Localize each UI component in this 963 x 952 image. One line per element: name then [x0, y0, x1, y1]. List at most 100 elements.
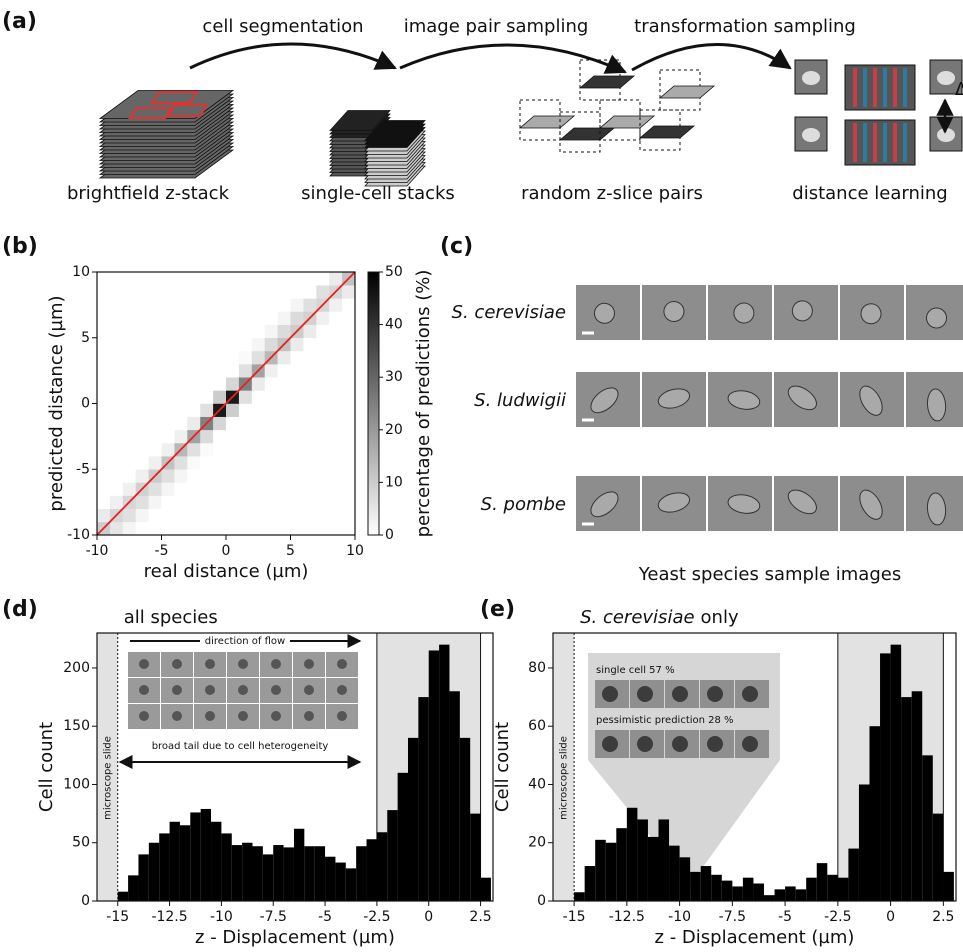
cell [707, 736, 723, 752]
y-tick-label: 10 [72, 264, 90, 280]
heat-cell [264, 324, 278, 339]
layer [893, 68, 897, 107]
inset-label: pessimistic prediction 28 % [596, 715, 734, 726]
heat-cell [161, 482, 175, 496]
heat-cell [329, 272, 343, 286]
heat-cell [290, 364, 304, 378]
heat-cell [109, 482, 124, 496]
cell [304, 711, 314, 721]
cell [205, 659, 215, 669]
heat-cell [213, 429, 227, 444]
heat-cell [251, 350, 265, 365]
heat-cell [316, 469, 330, 483]
heat-cell [174, 298, 188, 312]
heat-cell [161, 311, 175, 325]
heat-cell [161, 337, 175, 352]
heat-cell [316, 285, 330, 299]
heat-cell [148, 285, 162, 299]
bar [211, 821, 222, 901]
cell [337, 711, 347, 721]
heat-cell [329, 521, 343, 536]
heat-cell [316, 429, 330, 444]
bar [273, 845, 284, 901]
cell [238, 685, 248, 695]
heat-cell [174, 377, 188, 391]
cell [733, 302, 755, 324]
heat-cell [97, 377, 111, 391]
heat-cell [148, 456, 162, 470]
heat-cell [200, 298, 214, 312]
cell [304, 659, 314, 669]
heat-cell [251, 429, 265, 444]
heat-cell [329, 337, 343, 352]
bar [459, 737, 471, 901]
inset-label: single cell 57 % [596, 665, 675, 676]
cell [727, 494, 761, 514]
heat-cell [97, 456, 111, 470]
heat-cell [174, 456, 188, 470]
heat-cell [277, 482, 291, 496]
heat-cell [187, 403, 201, 417]
heat-cell [303, 469, 317, 483]
cell [637, 686, 653, 702]
bar [148, 842, 160, 901]
bar [732, 886, 743, 901]
heat-cell [251, 508, 265, 523]
heat-cell [290, 377, 304, 391]
bar [880, 653, 891, 901]
y-tick-label: 200 [63, 660, 90, 676]
heat-cell [277, 495, 291, 509]
heat-cell [290, 272, 304, 286]
x-tick-label: -10 [668, 909, 691, 925]
heat-cell [200, 403, 214, 417]
heat-cell [342, 311, 356, 325]
layer [883, 123, 887, 162]
heat-cell [200, 442, 214, 457]
heat-cell [226, 364, 240, 378]
heat-cell [238, 285, 253, 299]
layer [863, 68, 867, 107]
inset-label: broad tail due to cell heterogeneity [152, 741, 329, 752]
heat-cell [303, 272, 317, 286]
heat-cell [200, 429, 214, 444]
bar [200, 808, 212, 901]
roi [150, 91, 199, 104]
heat-cell [135, 508, 149, 523]
heat-cell [200, 456, 214, 470]
colorbar-tick-label: 10 [385, 474, 403, 490]
heat-cell [251, 311, 265, 325]
bar [763, 895, 775, 901]
heat-cell [226, 495, 240, 509]
heat-cell [187, 390, 201, 404]
bar [711, 874, 722, 901]
heat-cell [277, 390, 291, 404]
heat-cell [148, 442, 162, 457]
heat-cell [187, 272, 201, 286]
heat-cell [213, 377, 227, 391]
heat-cell [303, 442, 317, 457]
cell [205, 711, 215, 721]
bar [439, 644, 450, 901]
cell [926, 388, 947, 422]
heat-cell [238, 298, 253, 312]
heat-cell [122, 272, 136, 286]
heat-cell [109, 377, 124, 391]
chart-title: all species [124, 607, 218, 628]
heat-cell [316, 311, 330, 325]
bar [252, 846, 263, 901]
heat-cell [303, 508, 317, 523]
heat-cell [135, 469, 149, 483]
heat-cell [290, 469, 304, 483]
heat-cell [251, 521, 265, 536]
heat-cell [122, 324, 136, 339]
slice [638, 125, 696, 139]
cell [602, 686, 618, 702]
heat-cell [316, 442, 330, 457]
heat-cell [97, 364, 111, 378]
identity-line [96, 271, 356, 536]
heat-cell [329, 390, 343, 404]
heat-cell [97, 429, 111, 444]
bar [616, 828, 627, 901]
heat-cell [200, 469, 214, 483]
